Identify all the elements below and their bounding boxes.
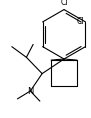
Text: Cl: Cl (76, 17, 84, 25)
Text: N: N (27, 86, 33, 95)
Text: Cl: Cl (61, 0, 68, 7)
